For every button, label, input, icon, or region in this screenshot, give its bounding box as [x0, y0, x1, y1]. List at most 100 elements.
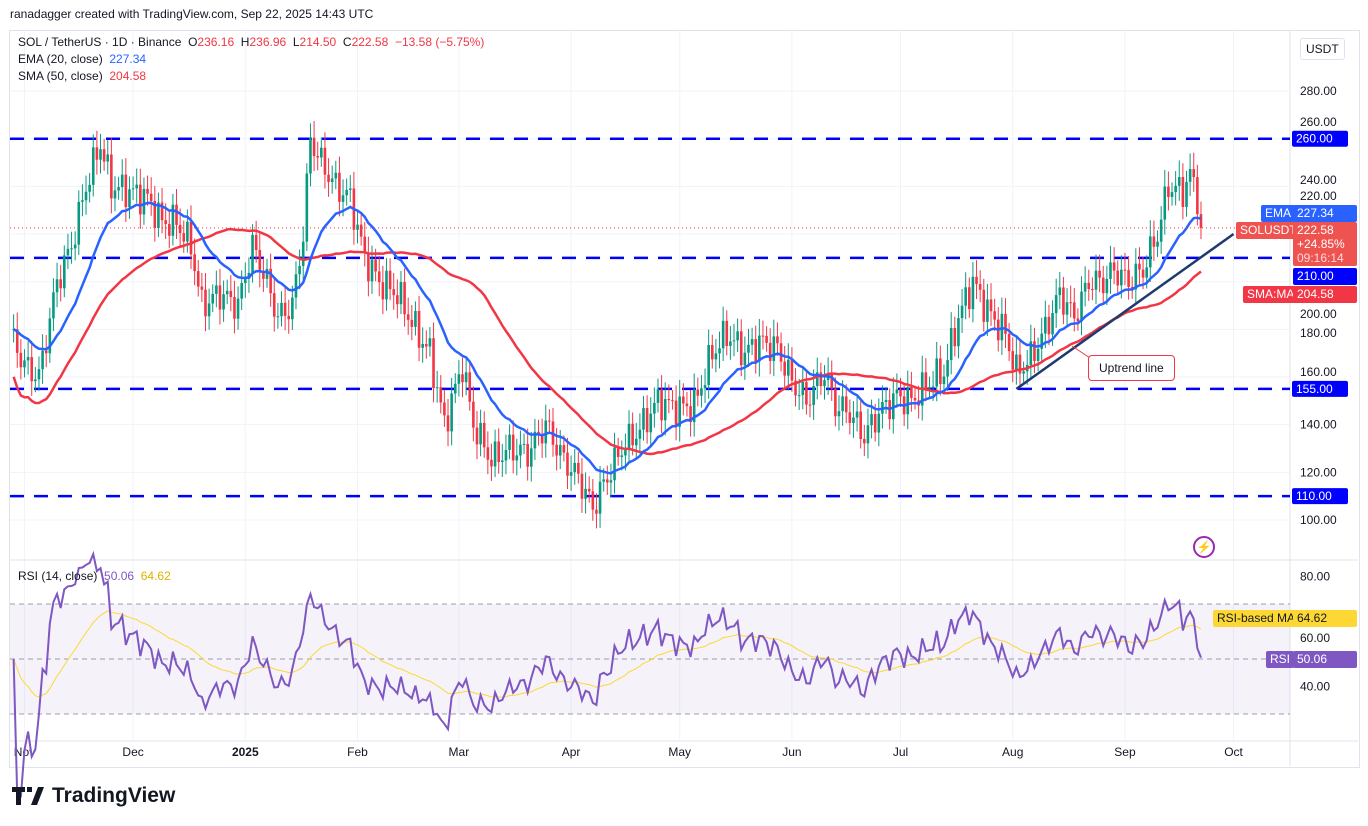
- candle-body: [305, 173, 309, 242]
- candle-body: [251, 234, 254, 273]
- candle-body: [960, 305, 964, 319]
- candle-body: [381, 282, 385, 300]
- time-tick-label: Aug: [1002, 745, 1023, 759]
- candle-body: [761, 335, 765, 337]
- candle-body: [986, 299, 989, 322]
- rsi-tick-label: 80.00: [1300, 570, 1330, 584]
- rsi-axis-label: RSI: [1266, 651, 1295, 668]
- candle-body: [725, 320, 729, 346]
- candle-body: [848, 412, 852, 423]
- candle-body: [37, 369, 41, 380]
- time-tick-label: Jul: [893, 745, 908, 759]
- candle-body: [486, 447, 490, 460]
- uptrend-annotation[interactable]: Uptrend line: [1088, 355, 1175, 381]
- rsi-axis-value: 50.06: [1293, 651, 1357, 668]
- tradingview-logo-icon: [12, 787, 44, 805]
- candle-body: [196, 271, 200, 287]
- candle-body: [971, 276, 975, 310]
- candle-body: [84, 191, 88, 201]
- time-tick-label: Dec: [122, 745, 143, 759]
- candle-body: [1116, 270, 1120, 286]
- candle-body: [1174, 185, 1177, 193]
- candle-body: [808, 404, 812, 406]
- time-tick-label: Oct: [1224, 745, 1243, 759]
- candle-body: [272, 293, 276, 317]
- sma-line: [12, 227, 1202, 456]
- candle-body: [461, 374, 464, 383]
- candle-body: [142, 188, 146, 215]
- candle-body: [276, 316, 280, 318]
- time-tick-label: Mar: [449, 745, 470, 759]
- ema-legend[interactable]: EMA (20, close) 227.34: [18, 52, 146, 66]
- price-tick-label: 200.00: [1300, 307, 1337, 321]
- candle-body: [341, 195, 345, 202]
- candle-body: [1141, 269, 1145, 278]
- candle-body: [504, 449, 508, 461]
- candle-body: [739, 331, 743, 366]
- candle-body: [204, 289, 207, 317]
- candle-body: [1196, 177, 1199, 215]
- sma-axis-value: 204.58: [1293, 286, 1357, 303]
- candle-body: [1091, 289, 1094, 291]
- candle-body: [1087, 282, 1091, 290]
- price-tick-label: 260.00: [1300, 115, 1337, 129]
- time-tick-label: Feb: [347, 745, 368, 759]
- candle-body: [283, 302, 287, 316]
- close-label: C: [342, 35, 352, 49]
- tradingview-logo[interactable]: TradingView: [12, 784, 175, 808]
- candle-body: [1076, 318, 1080, 322]
- candle-body: [577, 462, 580, 474]
- candle-body: [1127, 270, 1130, 287]
- candle-body: [794, 380, 797, 396]
- currency-button[interactable]: USDT: [1300, 38, 1345, 60]
- candle-body: [968, 287, 971, 310]
- candle-body: [490, 459, 493, 467]
- ema-line: [12, 201, 1202, 475]
- candle-body: [1112, 262, 1116, 271]
- candle-body: [1062, 287, 1065, 315]
- candle-body: [479, 422, 482, 445]
- candle-body: [1134, 263, 1138, 290]
- candle-body: [873, 414, 877, 433]
- candle-body: [446, 415, 450, 432]
- symbol-title[interactable]: SOL / TetherUS · 1D · Binance: [18, 35, 182, 49]
- candle-body: [106, 154, 110, 162]
- candle-body: [450, 393, 453, 432]
- level-axis-tag: [1292, 488, 1348, 505]
- candle-body: [294, 274, 298, 298]
- candle-body: [768, 342, 772, 361]
- candle-body: [117, 187, 120, 191]
- candle-body: [370, 259, 374, 282]
- lightning-icon[interactable]: ⚡: [1193, 536, 1215, 558]
- candle-body: [128, 189, 131, 208]
- sma-legend[interactable]: SMA (50, close) 204.58: [18, 69, 146, 83]
- symbol-axis-label: SOLUSDT: [1236, 222, 1301, 239]
- candle-body: [787, 359, 790, 376]
- candle-body: [540, 434, 544, 444]
- candle-body: [396, 295, 399, 305]
- candle-body: [519, 444, 522, 456]
- candle-body: [631, 423, 634, 446]
- candle-body: [189, 221, 193, 255]
- candle-body: [1185, 181, 1188, 207]
- price-tick-label: 160.00: [1300, 365, 1337, 379]
- candle-body: [729, 341, 732, 346]
- candle-body: [265, 268, 269, 279]
- candle-body: [569, 472, 573, 476]
- candle-body: [301, 241, 305, 266]
- candle-body: [689, 406, 692, 423]
- change-value: −13.58 (−5.75%): [394, 35, 485, 49]
- candle-body: [287, 315, 291, 320]
- candle-body: [978, 284, 982, 290]
- candle-body: [425, 344, 428, 347]
- candle-body: [1018, 354, 1022, 374]
- rsi-legend[interactable]: RSI (14, close) 50.06 64.62: [18, 569, 171, 583]
- candle-body: [931, 386, 935, 388]
- candle-body: [1022, 371, 1025, 374]
- candle-body: [66, 248, 70, 256]
- candle-body: [316, 155, 319, 158]
- candle-body: [291, 297, 294, 320]
- candle-body: [113, 190, 117, 199]
- level-axis-label: 110.00: [1296, 489, 1332, 503]
